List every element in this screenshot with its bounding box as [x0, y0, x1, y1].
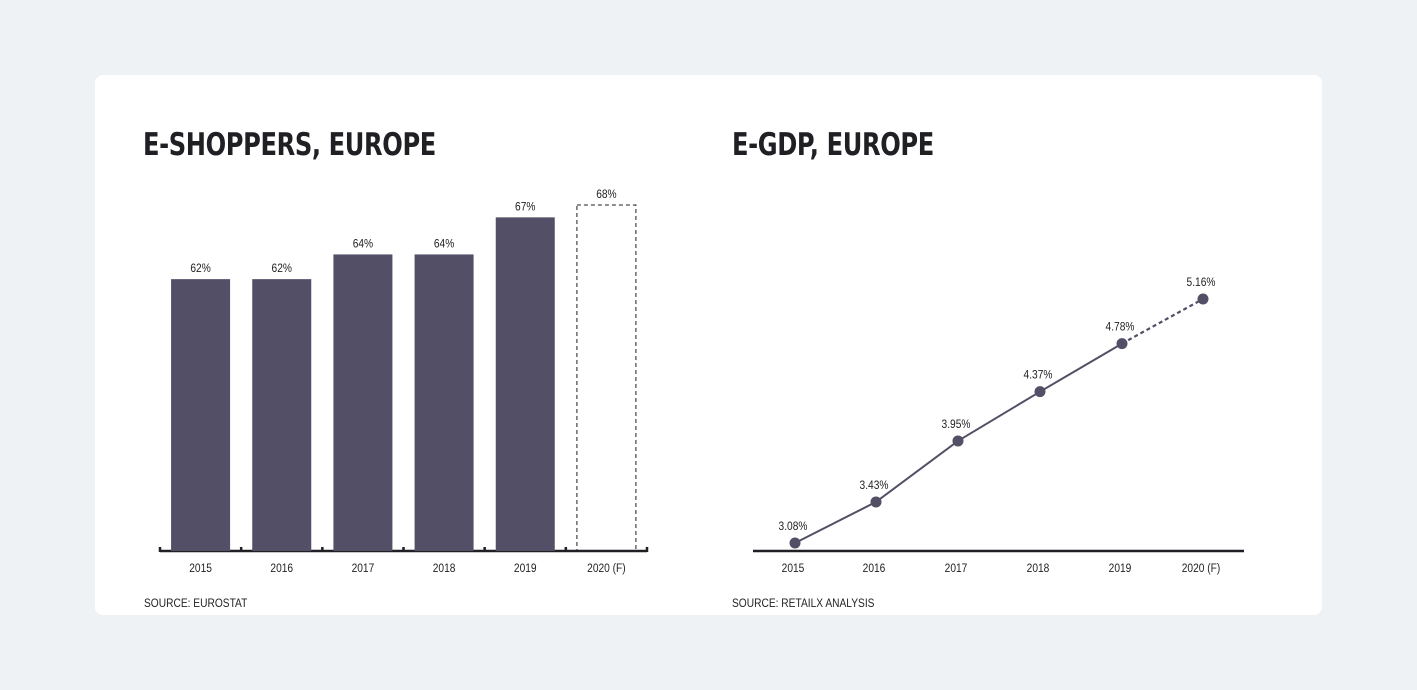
line-data-label: 5.16%	[1187, 276, 1216, 289]
x-tick-label: 2016	[863, 562, 886, 575]
line-data-label: 3.95%	[942, 418, 971, 431]
line-data-label: 3.08%	[779, 520, 808, 533]
bar	[171, 279, 231, 551]
bar	[414, 254, 474, 551]
x-tick-label: 2015	[782, 562, 805, 575]
x-tick-label: 2018	[1027, 562, 1050, 575]
x-tick-label: 2015	[189, 562, 212, 575]
bar-data-label: 62%	[190, 262, 210, 275]
line-data-label: 4.37%	[1024, 369, 1053, 382]
x-tick-label: 2016	[270, 562, 293, 575]
bar-data-label: 64%	[434, 238, 454, 251]
data-point	[1197, 293, 1209, 305]
line-chart-title: E-GDP, EUROPE	[732, 127, 934, 163]
line-data-label: 4.78%	[1106, 321, 1135, 334]
line-data-label: 3.43%	[860, 479, 889, 492]
data-point	[1116, 338, 1128, 350]
data-point	[789, 537, 801, 549]
bar-chart-source: SOURCE: EUROSTAT	[144, 596, 248, 610]
line-chart-source: SOURCE: RETAILX ANALYSIS	[732, 596, 875, 610]
bar-data-label: 68%	[596, 188, 616, 201]
x-tick-label: 2019	[1109, 562, 1132, 575]
x-tick-label: 2018	[433, 562, 456, 575]
x-tick-label: 2019	[514, 562, 537, 575]
bar-data-label: 67%	[515, 201, 535, 214]
data-point	[870, 496, 882, 508]
bar-data-label: 62%	[272, 262, 292, 275]
bar-chart-title: E-SHOPPERS, EUROPE	[143, 127, 436, 163]
bar	[333, 254, 393, 551]
bar-data-label: 64%	[353, 238, 373, 251]
bar	[252, 279, 312, 551]
x-tick-label: 2017	[352, 562, 375, 575]
bar-forecast	[576, 204, 637, 552]
x-tick-label: 2017	[945, 562, 968, 575]
x-tick-label: 2020 (F)	[587, 562, 626, 575]
bar	[495, 217, 555, 551]
data-point	[952, 435, 964, 447]
x-tick-label: 2020 (F)	[1182, 562, 1221, 575]
data-point	[1034, 386, 1046, 398]
forecast-line	[1121, 298, 1204, 345]
